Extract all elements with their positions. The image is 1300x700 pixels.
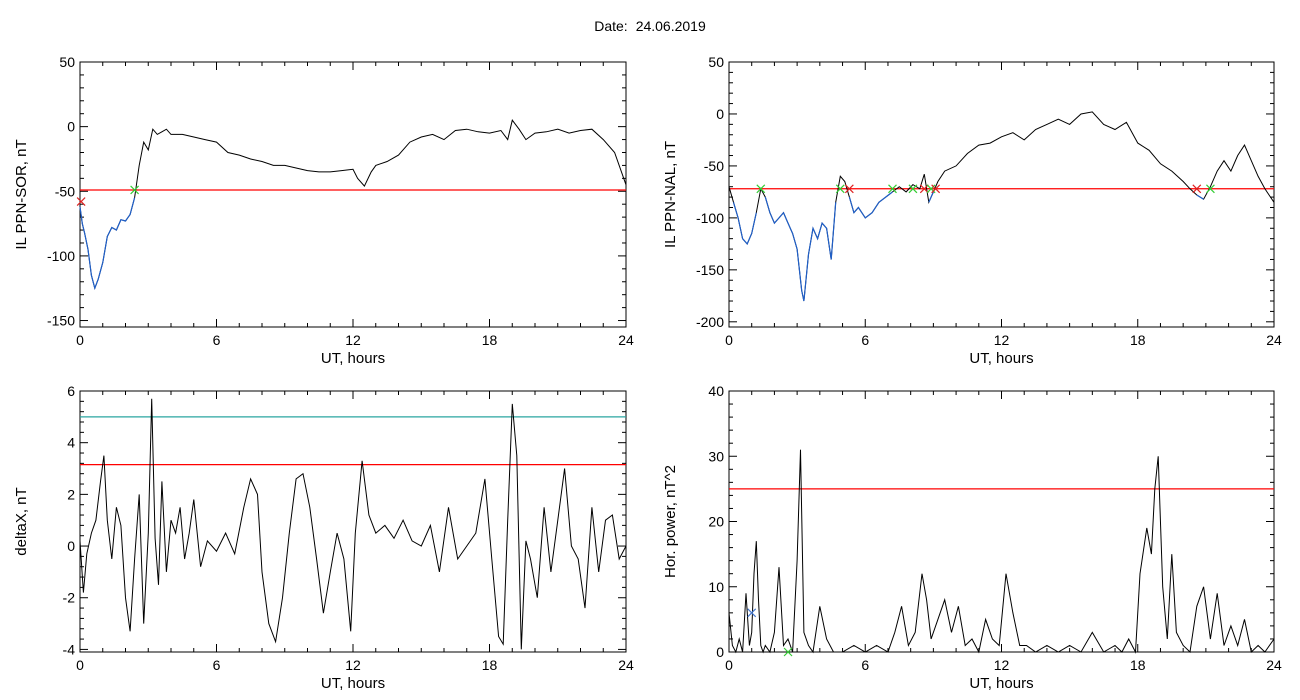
below-threshold-segment: [764, 196, 837, 302]
x-tick-label: 6: [861, 657, 869, 673]
below-threshold-segment: [79, 197, 136, 291]
y-axis-title: deltaX, nT: [13, 487, 30, 555]
y-tick-label: 0: [67, 119, 75, 135]
event-marker: [783, 647, 793, 657]
event-marker: [130, 185, 140, 195]
x-tick-label: 12: [994, 332, 1010, 348]
x-tick-label: 12: [345, 332, 361, 348]
event-marker: [1205, 184, 1215, 194]
below-threshold-segment: [732, 202, 757, 246]
event-marker: [919, 184, 929, 194]
below-threshold-segment: [1196, 194, 1204, 200]
date-label: Date:: [594, 18, 628, 34]
y-tick-label: 10: [708, 579, 724, 595]
y-tick-label: 40: [708, 383, 724, 399]
y-tick-label: -100: [696, 210, 724, 226]
event-marker: [76, 197, 86, 207]
series-line: [79, 398, 627, 650]
plot-panel-2: 0 6 12 18 24 50 0 -50 -100 -150 -200 UT, hours IL PP…: [662, 54, 1282, 367]
plot-panel-1: 0 6 12 18 24 50 0 -50 -100 -150 UT, hours IL PPN-SO…: [13, 54, 634, 367]
event-marker: [888, 184, 897, 194]
x-axis-title: UT, hours: [969, 350, 1033, 367]
x-tick-label: 18: [482, 332, 498, 348]
y-tick-label: 50: [708, 54, 724, 70]
event-marker: [756, 184, 766, 194]
x-tick-label: 6: [213, 332, 221, 348]
x-tick-label: 18: [482, 657, 498, 673]
x-tick-label: 24: [618, 657, 634, 673]
y-tick-label: 20: [708, 514, 724, 530]
event-marker: [1192, 184, 1202, 194]
figure-title: Date: 24.06.2019: [0, 18, 1300, 34]
x-tick-label: 6: [213, 657, 221, 673]
plot-frame: [728, 61, 1275, 328]
x-tick-label: 6: [861, 332, 869, 348]
x-tick-label: 0: [76, 332, 84, 348]
y-tick-label: 50: [59, 54, 75, 70]
x-tick-label: 24: [1266, 332, 1282, 348]
event-marker: [844, 184, 854, 194]
y-tick-label: -100: [47, 248, 75, 264]
y-tick-label: -2: [63, 590, 76, 606]
plot-frame: [79, 61, 627, 328]
y-tick-label: 6: [67, 383, 75, 399]
y-tick-label: -50: [704, 158, 724, 174]
y-tick-label: -200: [696, 314, 724, 330]
y-tick-label: 0: [716, 644, 724, 660]
x-tick-label: 0: [725, 332, 733, 348]
plot-frame: [728, 390, 1275, 653]
below-threshold-segment: [848, 191, 893, 219]
x-tick-label: 18: [1130, 332, 1146, 348]
y-tick-label: 0: [67, 538, 75, 554]
x-tick-label: 18: [1130, 657, 1146, 673]
plot-panel-4: 0 6 12 18 24 0 10 20 30 40 UT, hours Hor. power, nT…: [662, 383, 1282, 692]
date-value: 24.06.2019: [635, 18, 706, 34]
y-tick-label: 4: [67, 435, 75, 451]
x-axis-title: UT, hours: [321, 350, 385, 367]
event-marker: [835, 184, 845, 194]
x-axis-title: UT, hours: [969, 675, 1033, 692]
x-tick-label: 24: [1266, 657, 1282, 673]
series-line: [728, 111, 1275, 302]
y-tick-label: -150: [696, 262, 724, 278]
below-threshold-segment: [928, 191, 934, 203]
series-line: [79, 119, 627, 290]
y-tick-label: -50: [55, 183, 75, 199]
event-marker: [747, 608, 757, 618]
x-tick-label: 0: [725, 657, 733, 673]
x-tick-label: 0: [76, 657, 84, 673]
y-tick-label: 2: [67, 486, 75, 502]
event-marker: [908, 184, 918, 194]
event-marker: [931, 184, 941, 194]
x-tick-label: 24: [618, 332, 634, 348]
x-tick-label: 12: [994, 657, 1010, 673]
y-axis-title: IL PPN-SOR, nT: [13, 139, 30, 249]
x-tick-label: 12: [345, 657, 361, 673]
series-line: [728, 449, 1275, 654]
plot-panel-3: 0 6 12 18 24 6 4 2 0 -2 -4 UT, hours deltaX, nT: [13, 383, 634, 692]
y-tick-label: 0: [716, 106, 724, 122]
y-tick-label: -4: [63, 641, 76, 657]
x-axis-title: UT, hours: [321, 675, 385, 692]
y-axis-title: Hor. power, nT^2: [662, 465, 679, 578]
plot-frame: [79, 390, 627, 653]
y-tick-label: -150: [47, 313, 75, 329]
y-tick-label: 30: [708, 448, 724, 464]
y-axis-title: IL PPN-NAL, nT: [662, 141, 679, 248]
